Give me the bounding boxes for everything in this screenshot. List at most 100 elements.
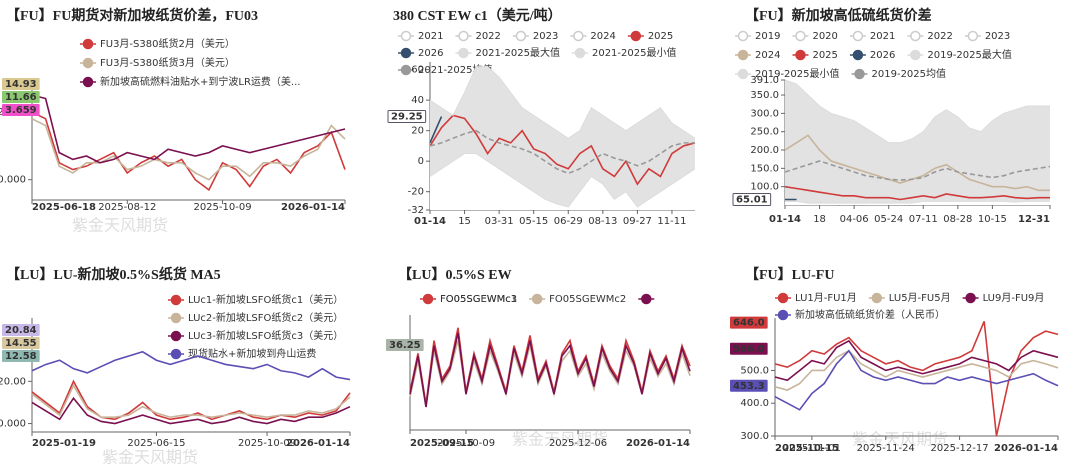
value-badge-label: 14.55 (5, 338, 37, 349)
legend-marker (737, 30, 749, 42)
legend-label: 2026 (870, 50, 895, 61)
legend-label: FU3月-S380纸货3月（美元） (100, 56, 235, 69)
legend-label: LUc3-新加坡LSFO纸货c3（美元） (188, 329, 343, 342)
chart-title: 380 CST EW c1（美元/吨） (393, 7, 562, 24)
legend-marker (400, 30, 412, 42)
legend-marker (871, 292, 883, 304)
chart-title: 【LU】LU-新加坡0.5%S纸货 MA5 (6, 266, 221, 283)
series-line (31, 111, 346, 192)
value-badge (2, 91, 40, 103)
series-line (429, 66, 696, 139)
series-line (774, 349, 1059, 391)
legend-marker (777, 292, 789, 304)
legend-label: 新加坡高硫燃料油贴水+到宁波LR运费（美... (100, 75, 300, 88)
legend-label: 新加坡高低硫纸货价差（人民币） (795, 308, 945, 321)
legend-label: 现货贴水+新加坡到舟山运费 (188, 347, 316, 360)
legend-marker (854, 68, 865, 80)
watermark: 紫金天风期货 (852, 430, 948, 449)
y-tick-label: 350.0 (750, 90, 779, 101)
x-tick-label: 2025-11-24 (857, 443, 915, 454)
watermark: 紫金天风期货 (512, 430, 608, 449)
value-badge (730, 342, 768, 355)
legend-marker (910, 49, 921, 61)
legend-marker (852, 30, 864, 42)
y-tick-label: 100.0 (750, 182, 779, 193)
y-tick-label: 150.0 (750, 163, 779, 174)
watermark: 紫金天风期货 (102, 448, 198, 464)
value-badge-label: 29.25 (391, 112, 423, 123)
x-tick-label: 01-14 (769, 214, 801, 225)
legend-marker (737, 49, 749, 61)
chart-title: 【FU】FU期货对新加坡纸货价差，FU03 (6, 7, 258, 24)
legend-marker (515, 30, 527, 42)
value-badge-label: 65.01 (736, 194, 768, 205)
x-tick-label: 08-28 (943, 214, 972, 225)
value-badge (2, 324, 40, 336)
y-tick-label: 500.0 (740, 365, 769, 376)
y-tick-label: -32 (408, 205, 424, 216)
y-tick-label: 0.000 (0, 175, 26, 186)
x-tick-label: 11-11 (657, 216, 686, 227)
series-line (31, 350, 351, 381)
series-line (785, 200, 1050, 204)
legend-marker (170, 294, 182, 306)
legend-marker (574, 47, 586, 59)
legend-marker (531, 293, 543, 305)
legend-label: 2023 (985, 31, 1010, 42)
y-tick-label: 250.0 (750, 127, 779, 138)
legend-marker (82, 38, 94, 50)
x-tick-label: 18 (813, 214, 826, 225)
x-tick-label: 2026-01-14 (626, 438, 690, 449)
value-badge (2, 104, 40, 116)
y-tick-label: 20.00 (0, 376, 26, 387)
series-line (31, 383, 351, 419)
value-badge (386, 339, 424, 351)
x-tick-label: 2026-01-14 (281, 202, 345, 213)
value-badge-label: 20.84 (5, 325, 37, 336)
legend-marker (458, 47, 469, 59)
x-tick-label: 2025-06-15 (127, 438, 185, 449)
legend-marker (573, 30, 584, 42)
legend-label: FO05SGEWMc3 (440, 294, 517, 305)
series-line (31, 94, 346, 164)
legend-marker (400, 64, 412, 76)
y-tick-label: 40 (411, 95, 424, 106)
legend-label: LUc2-新加坡LSFO纸货c2（美元） (188, 311, 343, 324)
x-tick-label: 2025-09-15 (410, 438, 474, 449)
y-tick-label: 0 (418, 156, 424, 167)
value-badge (2, 350, 40, 362)
legend-marker (82, 76, 94, 88)
legend-label: 2021-2025最大值 (475, 46, 560, 59)
x-tick-label: 2026-01-14 (286, 438, 350, 449)
chart-title: 【LU】0.5%S EW (398, 267, 512, 283)
x-tick-label: 2025-08-12 (98, 202, 156, 213)
legend-marker (630, 30, 642, 42)
legend-label: 2019 (755, 31, 780, 42)
legend-marker (458, 30, 469, 42)
series-line (429, 129, 695, 175)
x-tick-label: 2025-11-01 (783, 443, 841, 454)
watermark: 紫金天风期货 (72, 216, 168, 235)
y-tick-label: 20 (411, 126, 424, 137)
y-tick-label: 300.0 (750, 108, 779, 119)
legend-marker (910, 30, 921, 42)
series-line (429, 153, 696, 208)
legend-label: LU9月-FU9月 (983, 292, 1045, 304)
x-tick-label: 2026-01-14 (994, 443, 1058, 454)
series-line (784, 185, 1050, 201)
legend-label: 2019-2025最小值 (755, 67, 840, 80)
legend-marker (170, 330, 182, 342)
legend-marker (641, 293, 652, 305)
series-line (784, 134, 1050, 192)
x-tick-label: 2025-10-09 (437, 438, 495, 449)
y-tick-label: 200.0 (750, 145, 779, 156)
legend-label: 2019-2025均值 (872, 67, 947, 80)
legend-label: 2021 (418, 31, 443, 42)
legend-label: 2022 (475, 31, 500, 42)
series-line (784, 160, 1051, 181)
series-line (31, 396, 351, 425)
series-line (774, 339, 1059, 382)
legend-marker (170, 312, 182, 324)
legend-marker (170, 348, 182, 360)
y-tick-label: 400.0 (740, 398, 769, 409)
